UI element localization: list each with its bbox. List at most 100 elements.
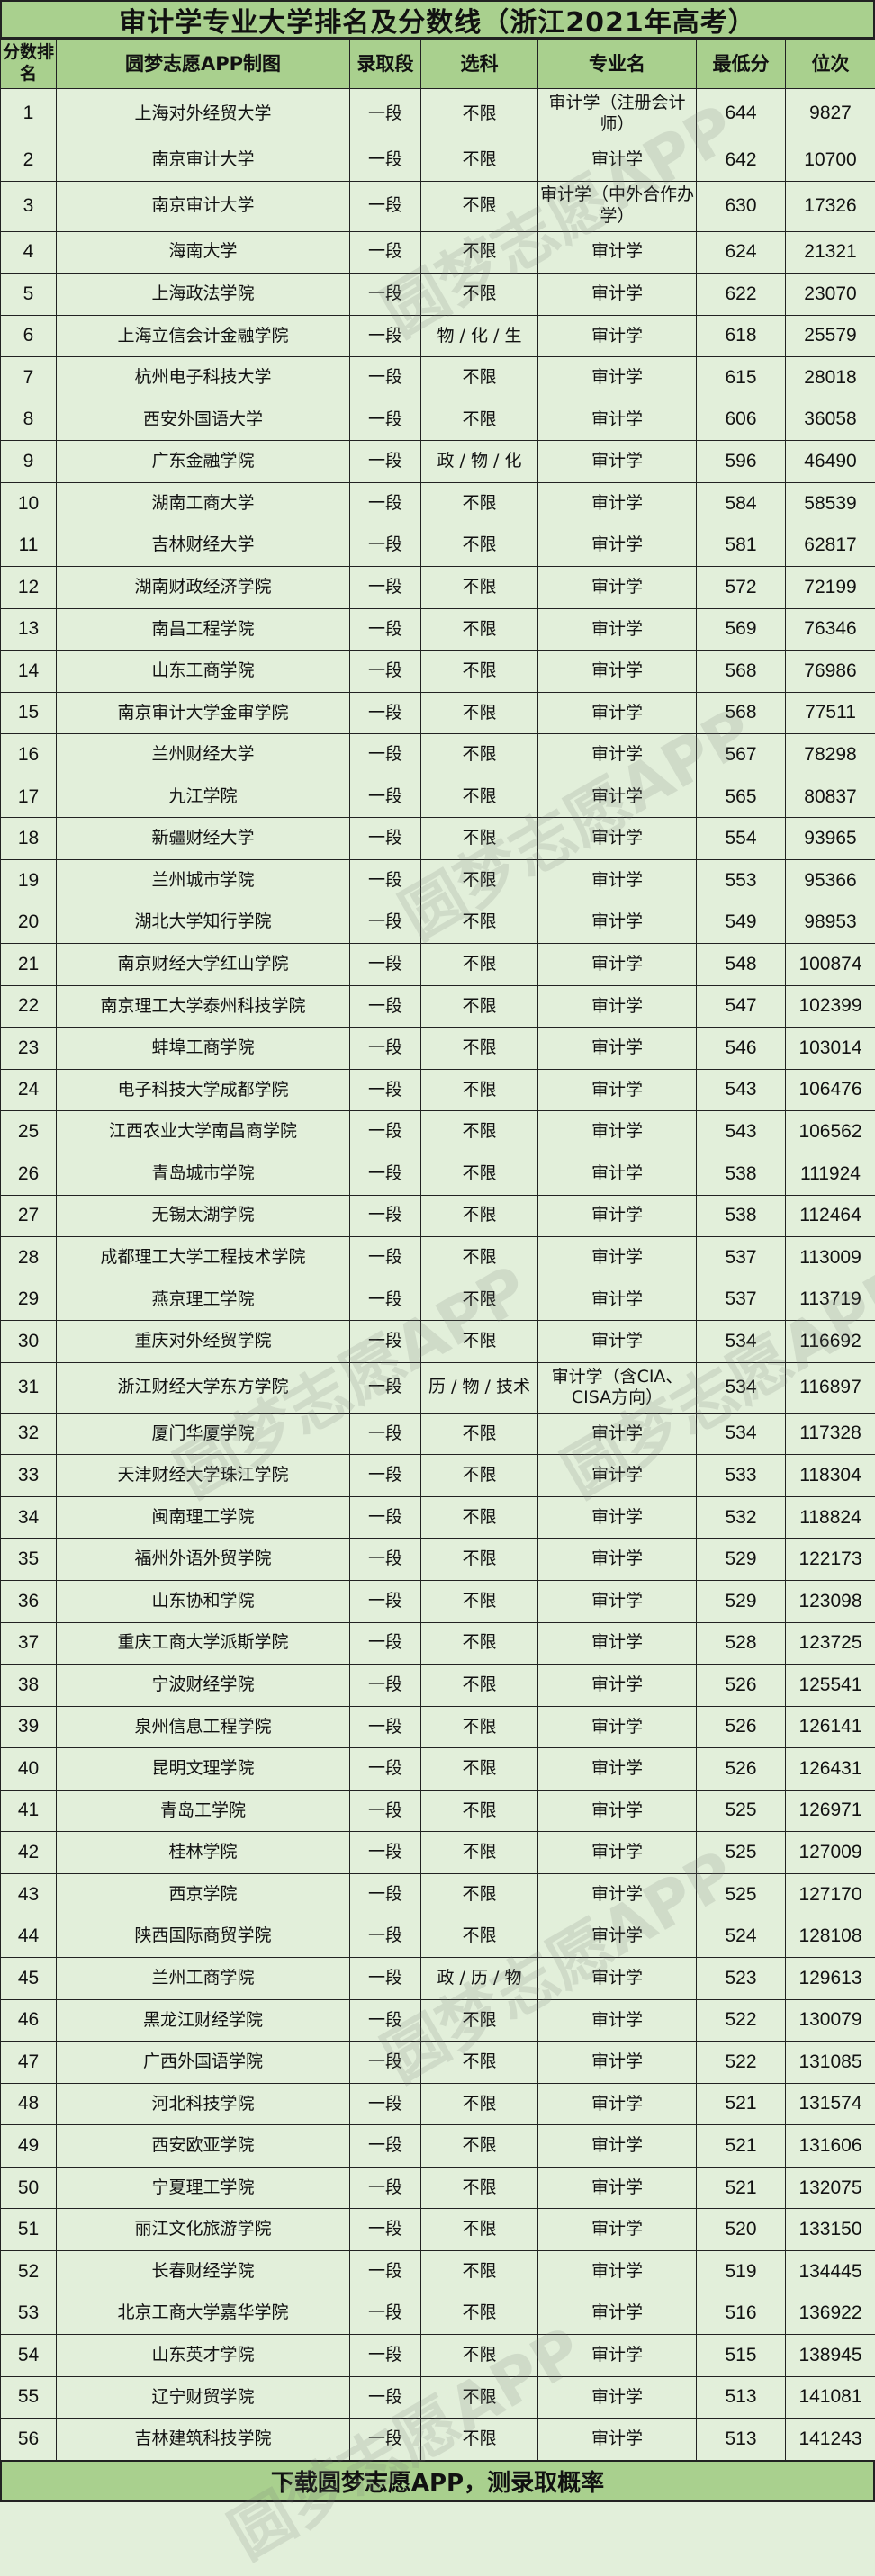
- cell-school: 兰州工商学院: [57, 1958, 350, 2000]
- cell-subjects: 不限: [421, 89, 538, 139]
- cell-min-score: 543: [697, 1111, 786, 1153]
- cell-school: 南京审计大学: [57, 139, 350, 182]
- cell-min-score: 523: [697, 1958, 786, 2000]
- cell-major: 审计学: [538, 1279, 697, 1321]
- cell-position: 9827: [786, 89, 875, 139]
- cell-subjects: 不限: [421, 1622, 538, 1665]
- cell-subjects: 不限: [421, 985, 538, 1028]
- cell-subjects: 不限: [421, 2042, 538, 2084]
- cell-school: 宁波财经学院: [57, 1665, 350, 1707]
- cell-position: 132075: [786, 2167, 875, 2209]
- cell-major: 审计学: [538, 2042, 697, 2084]
- cell-rank: 54: [1, 2335, 57, 2377]
- cell-rank: 30: [1, 1321, 57, 1363]
- cell-subjects: 物 / 化 / 生: [421, 315, 538, 357]
- cell-batch: 一段: [350, 1413, 421, 1455]
- cell-school: 山东工商学院: [57, 651, 350, 693]
- cell-major: 审计学: [538, 1237, 697, 1279]
- cell-min-score: 524: [697, 1916, 786, 1958]
- cell-major: 审计学: [538, 1916, 697, 1958]
- cell-school: 陕西国际商贸学院: [57, 1916, 350, 1958]
- cell-major: 审计学: [538, 1581, 697, 1623]
- cell-major: 审计学: [538, 1321, 697, 1363]
- cell-school: 燕京理工学院: [57, 1279, 350, 1321]
- cell-major: 审计学: [538, 1195, 697, 1237]
- cell-subjects: 不限: [421, 1321, 538, 1363]
- cell-subjects: 不限: [421, 274, 538, 316]
- cell-subjects: 不限: [421, 1665, 538, 1707]
- cell-batch: 一段: [350, 860, 421, 902]
- cell-min-score: 549: [697, 902, 786, 944]
- cell-subjects: 不限: [421, 1790, 538, 1832]
- cell-rank: 40: [1, 1748, 57, 1791]
- cell-school: 兰州财经大学: [57, 734, 350, 776]
- cell-subjects: 政 / 物 / 化: [421, 441, 538, 483]
- cell-batch: 一段: [350, 734, 421, 776]
- cell-major: 审计学: [538, 985, 697, 1028]
- cell-major: 审计学: [538, 1496, 697, 1539]
- cell-batch: 一段: [350, 1539, 421, 1581]
- cell-position: 127170: [786, 1873, 875, 1916]
- cell-school: 浙江财经大学东方学院: [57, 1362, 350, 1413]
- cell-rank: 5: [1, 274, 57, 316]
- cell-position: 23070: [786, 274, 875, 316]
- cell-rank: 36: [1, 1581, 57, 1623]
- cell-position: 126141: [786, 1706, 875, 1748]
- cell-position: 100874: [786, 944, 875, 986]
- cell-min-score: 644: [697, 89, 786, 139]
- cell-batch: 一段: [350, 357, 421, 399]
- cell-subjects: 不限: [421, 2125, 538, 2168]
- cell-min-score: 543: [697, 1069, 786, 1111]
- cell-batch: 一段: [350, 1028, 421, 1070]
- cell-rank: 19: [1, 860, 57, 902]
- cell-min-score: 618: [697, 315, 786, 357]
- cell-school: 南京理工大学泰州科技学院: [57, 985, 350, 1028]
- cell-position: 106562: [786, 1111, 875, 1153]
- cell-position: 126971: [786, 1790, 875, 1832]
- cell-min-score: 537: [697, 1237, 786, 1279]
- cell-position: 98953: [786, 902, 875, 944]
- cell-school: 南京审计大学: [57, 181, 350, 231]
- cell-school: 上海政法学院: [57, 274, 350, 316]
- cell-school: 上海对外经贸大学: [57, 89, 350, 139]
- cell-school: 湖北大学知行学院: [57, 902, 350, 944]
- cell-major: 审计学: [538, 1832, 697, 1874]
- cell-min-score: 529: [697, 1539, 786, 1581]
- cell-subjects: 不限: [421, 902, 538, 944]
- cell-major: 审计学: [538, 525, 697, 567]
- cell-position: 129613: [786, 1958, 875, 2000]
- cell-school: 黑龙江财经学院: [57, 1999, 350, 2042]
- cell-min-score: 521: [697, 2083, 786, 2125]
- cell-batch: 一段: [350, 567, 421, 609]
- cell-major: 审计学: [538, 567, 697, 609]
- cell-subjects: 不限: [421, 2419, 538, 2461]
- cell-min-score: 568: [697, 692, 786, 734]
- cell-batch: 一段: [350, 2335, 421, 2377]
- cell-min-score: 528: [697, 1622, 786, 1665]
- cell-subjects: 不限: [421, 139, 538, 182]
- cell-rank: 18: [1, 818, 57, 860]
- cell-position: 72199: [786, 567, 875, 609]
- cell-subjects: 不限: [421, 1496, 538, 1539]
- cell-school: 福州外语外贸学院: [57, 1539, 350, 1581]
- cell-major: 审计学: [538, 1999, 697, 2042]
- cell-min-score: 533: [697, 1455, 786, 1497]
- cell-rank: 14: [1, 651, 57, 693]
- cell-position: 58539: [786, 482, 875, 525]
- cell-batch: 一段: [350, 2251, 421, 2293]
